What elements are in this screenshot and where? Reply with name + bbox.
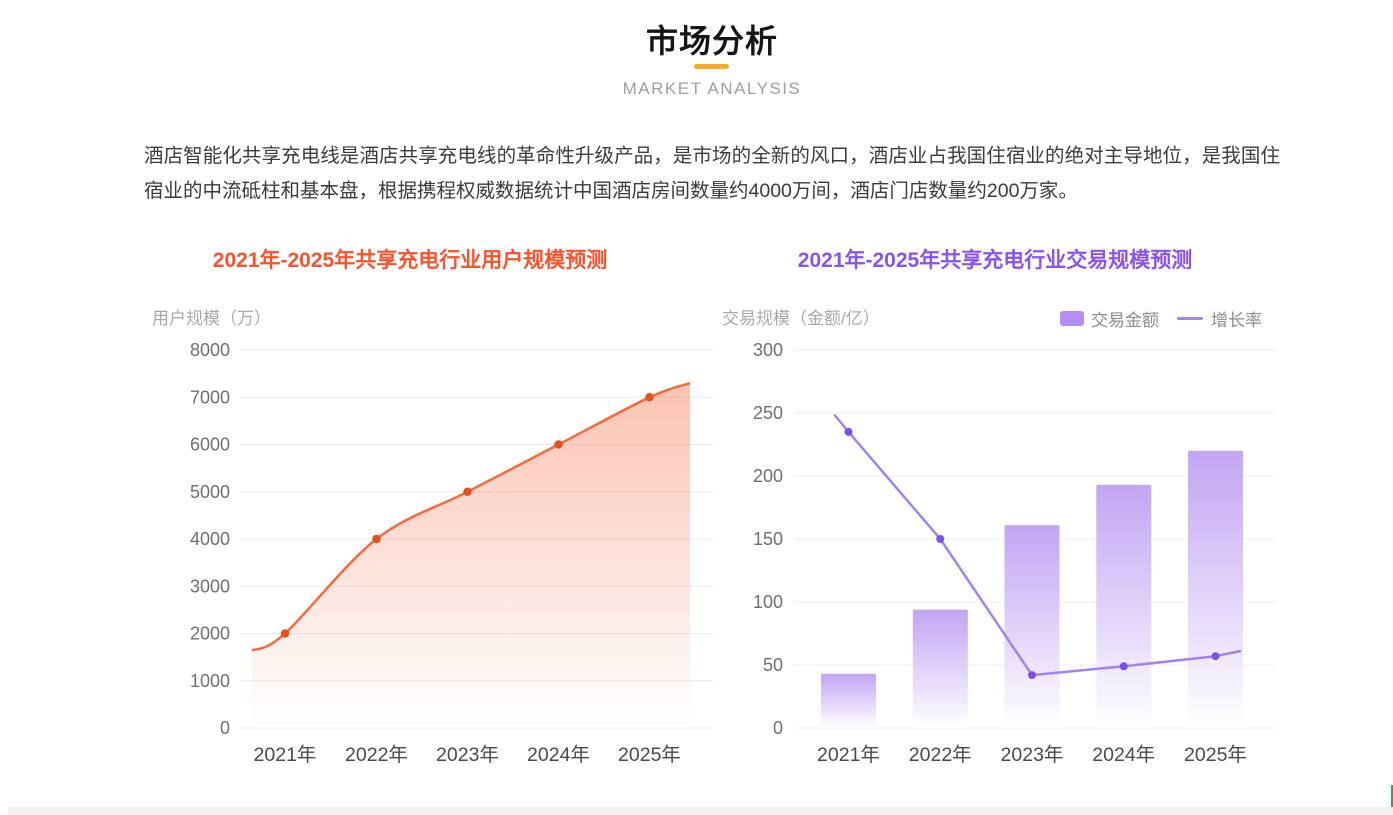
x-axis-label: 2023年 xyxy=(1001,744,1064,766)
legend-label-bar: 交易金额 xyxy=(1091,311,1159,330)
page-title: 市场分析 xyxy=(645,23,778,59)
x-axis-label: 2025年 xyxy=(618,744,681,766)
y-tick-label: 2000 xyxy=(190,624,230,644)
growth-point-2025年 xyxy=(1211,652,1220,661)
data-point-2024年 xyxy=(554,440,563,449)
y-tick-label: 4000 xyxy=(190,529,230,549)
y-tick-label: 6000 xyxy=(190,435,230,455)
growth-point-2021年 xyxy=(844,427,853,436)
intro-paragraph: 酒店智能化共享充电线是酒店共享充电线的革命性升级产品，是市场的全新的风口，酒店业… xyxy=(144,145,1280,202)
y-tick-label: 3000 xyxy=(190,576,230,596)
data-point-2025年 xyxy=(645,393,654,402)
x-axis-label: 2022年 xyxy=(345,744,408,766)
y-tick-label: 100 xyxy=(753,592,783,612)
y-tick-label: 50 xyxy=(763,655,783,675)
y-tick-label: 7000 xyxy=(190,387,230,407)
area-fill xyxy=(252,383,690,728)
legend-label-line: 增长率 xyxy=(1211,311,1262,330)
bar-2023年 xyxy=(1004,525,1060,728)
growth-point-2024年 xyxy=(1119,662,1128,671)
y-tick-label: 300 xyxy=(753,340,783,360)
growth-point-2023年 xyxy=(1028,671,1036,680)
y-tick-label: 150 xyxy=(753,529,783,549)
bar-2022年 xyxy=(912,609,968,728)
transaction-scale-chart-title: 2021年-2025年共享充电行业交易规模预测 xyxy=(797,249,1193,272)
transaction-scale-chart: 300 250 200 150 100 50 0 2021年 2022年 2023年 2024年 20… xyxy=(753,340,1275,766)
growth-point-2022年 xyxy=(936,535,945,543)
next-section-strip xyxy=(8,807,1393,815)
bar-2021年 xyxy=(821,673,876,728)
page-subtitle: MARKET ANALYSIS xyxy=(622,79,802,98)
data-point-2021年 xyxy=(280,629,290,638)
bar-series-swatch-icon xyxy=(1060,311,1084,326)
x-axis-label: 2021年 xyxy=(817,744,880,766)
line-series-swatch-icon xyxy=(1177,317,1203,320)
bar-2024年 xyxy=(1096,484,1152,728)
x-axis-label: 2025年 xyxy=(1184,744,1247,766)
legend: 交易金额 增长率 xyxy=(1060,306,1262,331)
bar-2025年 xyxy=(1188,450,1243,728)
transaction-y-axis-name: 交易规模（金额/亿） xyxy=(722,309,880,328)
y-tick-label: 250 xyxy=(753,403,783,423)
user-scale-chart: 8000 7000 6000 5000 4000 3000 2000 1000 0 2021年 20… xyxy=(190,340,713,766)
x-axis-label: 2024年 xyxy=(527,744,590,766)
y-tick-label: 0 xyxy=(220,718,230,738)
user-scale-chart-title: 2021年-2025年共享充电行业用户规模预测 xyxy=(212,249,608,272)
y-tick-label: 200 xyxy=(753,466,783,486)
y-tick-label: 8000 xyxy=(190,340,230,360)
x-axis-label: 2024年 xyxy=(1092,744,1155,766)
y-tick-label: 5000 xyxy=(190,482,230,502)
title-divider xyxy=(694,64,729,69)
x-axis-label: 2023年 xyxy=(436,744,499,766)
y-tick-label: 0 xyxy=(773,718,783,738)
edge-cursor-marker xyxy=(1391,785,1393,807)
user-scale-y-axis-name: 用户规模（万） xyxy=(152,309,271,328)
x-axis-label: 2021年 xyxy=(254,744,317,766)
data-point-2023年 xyxy=(463,487,472,496)
y-tick-label: 1000 xyxy=(190,671,230,691)
data-point-2022年 xyxy=(372,534,381,544)
x-axis-label: 2022年 xyxy=(909,744,972,766)
